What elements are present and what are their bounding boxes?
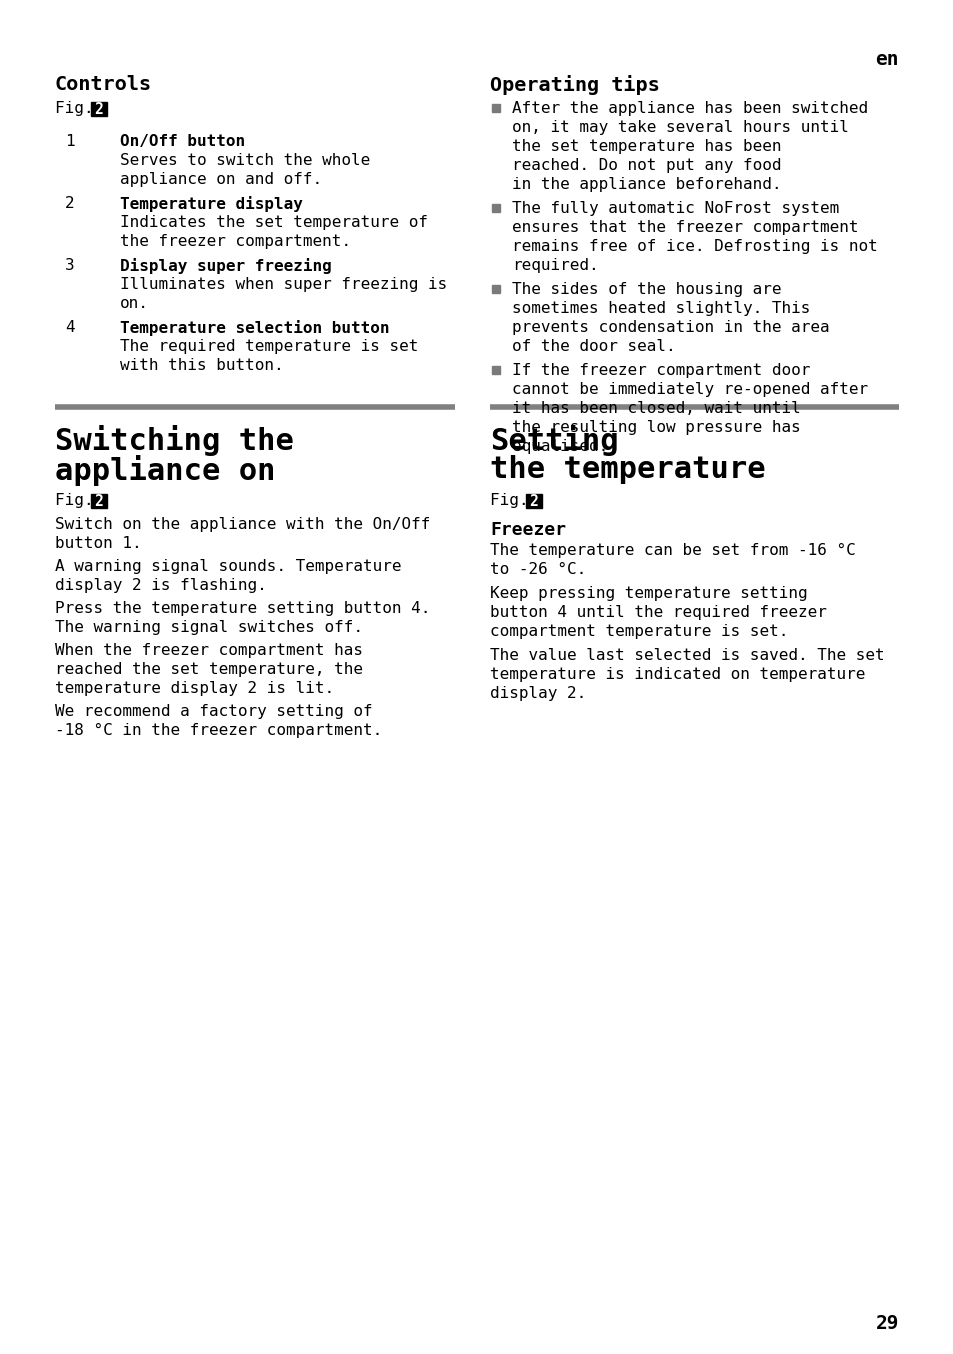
Bar — [492, 104, 499, 112]
Text: The fully automatic NoFrost system: The fully automatic NoFrost system — [512, 200, 839, 217]
Text: prevents condensation in the area: prevents condensation in the area — [512, 320, 829, 334]
Text: Display super freezing: Display super freezing — [120, 259, 332, 274]
Bar — [91, 102, 107, 116]
Text: of the door seal.: of the door seal. — [512, 338, 675, 353]
Text: Illuminates when super freezing is: Illuminates when super freezing is — [120, 278, 447, 292]
Text: The sides of the housing are: The sides of the housing are — [512, 282, 781, 297]
Text: ensures that the freezer compartment: ensures that the freezer compartment — [512, 219, 858, 236]
Bar — [492, 366, 499, 374]
Text: temperature display 2 is lit.: temperature display 2 is lit. — [55, 681, 334, 696]
Bar — [525, 494, 541, 508]
Text: the freezer compartment.: the freezer compartment. — [120, 234, 351, 249]
Text: On/Off button: On/Off button — [120, 134, 245, 149]
Text: reached. Do not put any food: reached. Do not put any food — [512, 158, 781, 173]
Text: The warning signal switches off.: The warning signal switches off. — [55, 620, 363, 635]
Text: Serves to switch the whole: Serves to switch the whole — [120, 153, 370, 168]
Text: 3: 3 — [65, 259, 74, 274]
Text: to -26 °C.: to -26 °C. — [490, 562, 586, 577]
Text: We recommend a factory setting of: We recommend a factory setting of — [55, 704, 373, 719]
Text: required.: required. — [512, 259, 598, 274]
Text: sometimes heated slightly. This: sometimes heated slightly. This — [512, 301, 809, 315]
Text: Operating tips: Operating tips — [490, 74, 659, 95]
Text: After the appliance has been switched: After the appliance has been switched — [512, 102, 867, 116]
Text: it has been closed, wait until: it has been closed, wait until — [512, 401, 800, 416]
Text: appliance on: appliance on — [55, 455, 275, 486]
Text: When the freezer compartment has: When the freezer compartment has — [55, 643, 363, 658]
Bar — [492, 204, 499, 213]
Text: on, it may take several hours until: on, it may take several hours until — [512, 121, 848, 135]
Text: appliance on and off.: appliance on and off. — [120, 172, 322, 187]
Text: the set temperature has been: the set temperature has been — [512, 139, 781, 154]
Text: Freezer: Freezer — [490, 521, 565, 539]
Text: Fig.: Fig. — [55, 493, 103, 508]
Text: cannot be immediately re-opened after: cannot be immediately re-opened after — [512, 382, 867, 397]
Text: Press the temperature setting button 4.: Press the temperature setting button 4. — [55, 601, 430, 616]
Text: remains free of ice. Defrosting is not: remains free of ice. Defrosting is not — [512, 240, 877, 255]
Text: 2: 2 — [65, 196, 74, 211]
Text: equalised.: equalised. — [512, 439, 608, 454]
Text: Setting: Setting — [490, 425, 618, 456]
Text: with this button.: with this button. — [120, 357, 283, 372]
Text: on.: on. — [120, 297, 149, 311]
Text: A warning signal sounds. Temperature: A warning signal sounds. Temperature — [55, 559, 401, 574]
Text: reached the set temperature, the: reached the set temperature, the — [55, 662, 363, 677]
Text: Fig.: Fig. — [490, 493, 537, 508]
Text: Keep pressing temperature setting: Keep pressing temperature setting — [490, 586, 807, 601]
Text: display 2.: display 2. — [490, 686, 586, 701]
Text: 4: 4 — [65, 320, 74, 334]
Text: Indicates the set temperature of: Indicates the set temperature of — [120, 215, 428, 230]
Text: the temperature: the temperature — [490, 455, 765, 483]
Text: Switching the: Switching the — [55, 425, 294, 456]
Text: compartment temperature is set.: compartment temperature is set. — [490, 624, 787, 639]
Text: 2: 2 — [529, 493, 537, 509]
Bar — [91, 494, 107, 508]
Text: 2: 2 — [94, 493, 103, 509]
Text: If the freezer compartment door: If the freezer compartment door — [512, 363, 809, 378]
Bar — [492, 284, 499, 292]
Text: The value last selected is saved. The set: The value last selected is saved. The se… — [490, 649, 883, 663]
Text: Temperature display: Temperature display — [120, 196, 302, 213]
Text: The required temperature is set: The required temperature is set — [120, 338, 418, 353]
Text: 1: 1 — [65, 134, 74, 149]
Text: 29: 29 — [875, 1313, 898, 1332]
Text: in the appliance beforehand.: in the appliance beforehand. — [512, 177, 781, 192]
Text: button 1.: button 1. — [55, 536, 141, 551]
Text: Controls: Controls — [55, 74, 152, 93]
Text: Fig.: Fig. — [55, 102, 103, 116]
Text: button 4 until the required freezer: button 4 until the required freezer — [490, 605, 826, 620]
Text: display 2 is flashing.: display 2 is flashing. — [55, 578, 267, 593]
Text: 2: 2 — [94, 102, 103, 116]
Text: Switch on the appliance with the On/Off: Switch on the appliance with the On/Off — [55, 517, 430, 532]
Text: temperature is indicated on temperature: temperature is indicated on temperature — [490, 668, 864, 682]
Text: -18 °C in the freezer compartment.: -18 °C in the freezer compartment. — [55, 723, 382, 738]
Text: Temperature selection button: Temperature selection button — [120, 320, 389, 336]
Text: The temperature can be set from -16 °C: The temperature can be set from -16 °C — [490, 543, 855, 558]
Text: en: en — [875, 50, 898, 69]
Text: the resulting low pressure has: the resulting low pressure has — [512, 420, 800, 435]
